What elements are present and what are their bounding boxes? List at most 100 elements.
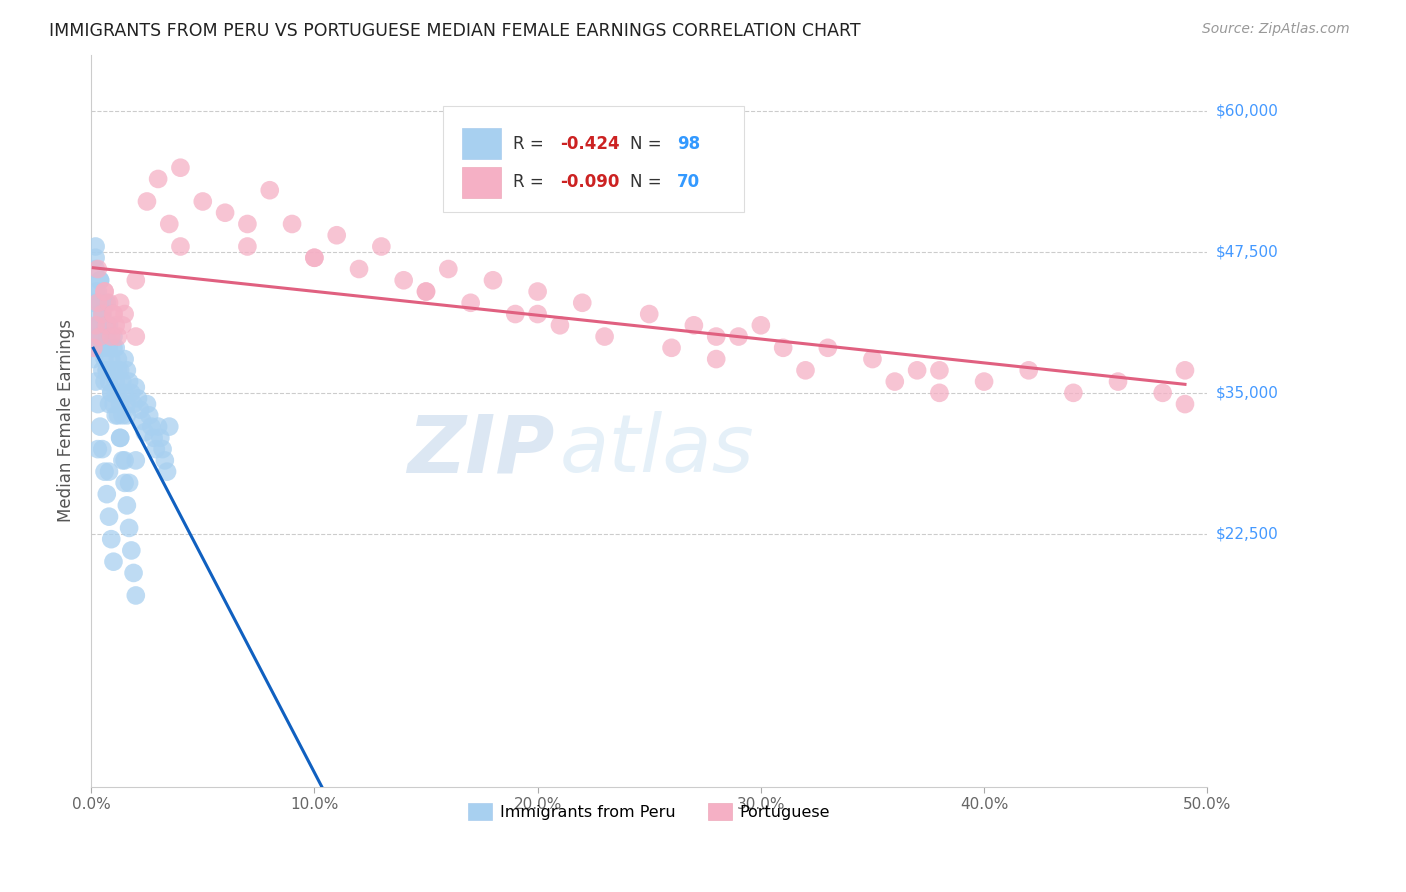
Point: [91, 363, 114, 377]
Point: [96, 487, 118, 501]
Point: [347, 262, 370, 277]
Point: [794, 363, 817, 377]
Point: [104, 409, 127, 423]
Point: [98, 509, 121, 524]
Point: [82, 341, 104, 355]
Point: [125, 380, 148, 394]
Point: [817, 341, 839, 355]
Text: atlas: atlas: [560, 411, 755, 489]
Point: [136, 397, 159, 411]
Point: [100, 532, 122, 546]
Point: [87, 318, 110, 333]
Point: [98, 318, 121, 333]
Point: [89, 329, 111, 343]
Text: N =: N =: [630, 173, 666, 192]
Point: [93, 318, 115, 333]
Point: [146, 419, 169, 434]
Point: [108, 397, 131, 411]
Point: [415, 285, 437, 299]
Point: [1174, 397, 1197, 411]
Point: [115, 409, 138, 423]
Point: [96, 363, 118, 377]
Point: [91, 307, 114, 321]
Point: [96, 363, 118, 377]
Point: [118, 521, 141, 535]
Point: [118, 475, 141, 490]
Point: [93, 295, 115, 310]
Point: [103, 341, 125, 355]
Point: [82, 295, 104, 310]
Point: [526, 285, 548, 299]
Point: [114, 475, 136, 490]
Point: [115, 363, 138, 377]
Point: [96, 318, 118, 333]
Point: [103, 555, 125, 569]
Point: [89, 295, 111, 310]
Point: [149, 431, 172, 445]
Point: [772, 341, 794, 355]
Point: [114, 385, 136, 400]
Point: [749, 318, 772, 333]
Point: [107, 385, 129, 400]
Point: [108, 363, 131, 377]
Point: [727, 329, 749, 343]
Point: [593, 329, 616, 343]
FancyBboxPatch shape: [461, 128, 501, 159]
Point: [862, 352, 884, 367]
Point: [96, 295, 118, 310]
Text: 70: 70: [678, 173, 700, 192]
Point: [169, 161, 191, 175]
Point: [482, 273, 505, 287]
Point: [84, 375, 107, 389]
Point: [108, 431, 131, 445]
Point: [115, 397, 138, 411]
Point: [141, 419, 163, 434]
Point: [98, 465, 121, 479]
Point: [87, 442, 110, 457]
Point: [156, 465, 179, 479]
Point: [111, 453, 134, 467]
Point: [1152, 385, 1174, 400]
Point: [111, 375, 134, 389]
Point: [125, 589, 148, 603]
Point: [118, 375, 141, 389]
Point: [1107, 375, 1129, 389]
Point: [125, 273, 148, 287]
Point: [259, 183, 281, 197]
Point: [89, 273, 111, 287]
Point: [84, 285, 107, 299]
Point: [169, 239, 191, 253]
Point: [153, 453, 176, 467]
Point: [704, 329, 727, 343]
Point: [114, 352, 136, 367]
Point: [129, 402, 152, 417]
Point: [107, 352, 129, 367]
Legend: Immigrants from Peru, Portuguese: Immigrants from Peru, Portuguese: [461, 797, 837, 826]
Point: [91, 442, 114, 457]
Point: [281, 217, 304, 231]
Point: [125, 329, 148, 343]
Point: [103, 397, 125, 411]
Point: [191, 194, 214, 209]
Point: [131, 414, 153, 428]
Point: [104, 375, 127, 389]
Point: [91, 341, 114, 355]
Point: [82, 352, 104, 367]
Text: $35,000: $35,000: [1216, 385, 1278, 401]
Point: [392, 273, 415, 287]
Point: [100, 385, 122, 400]
Point: [1062, 385, 1084, 400]
Point: [89, 419, 111, 434]
Point: [111, 318, 134, 333]
Point: [87, 285, 110, 299]
Point: [127, 392, 149, 406]
Point: [138, 409, 160, 423]
Point: [120, 385, 142, 400]
Point: [704, 352, 727, 367]
Point: [973, 375, 995, 389]
Point: [152, 442, 174, 457]
Point: [214, 205, 236, 219]
Point: [107, 363, 129, 377]
Point: [548, 318, 571, 333]
Point: [84, 239, 107, 253]
